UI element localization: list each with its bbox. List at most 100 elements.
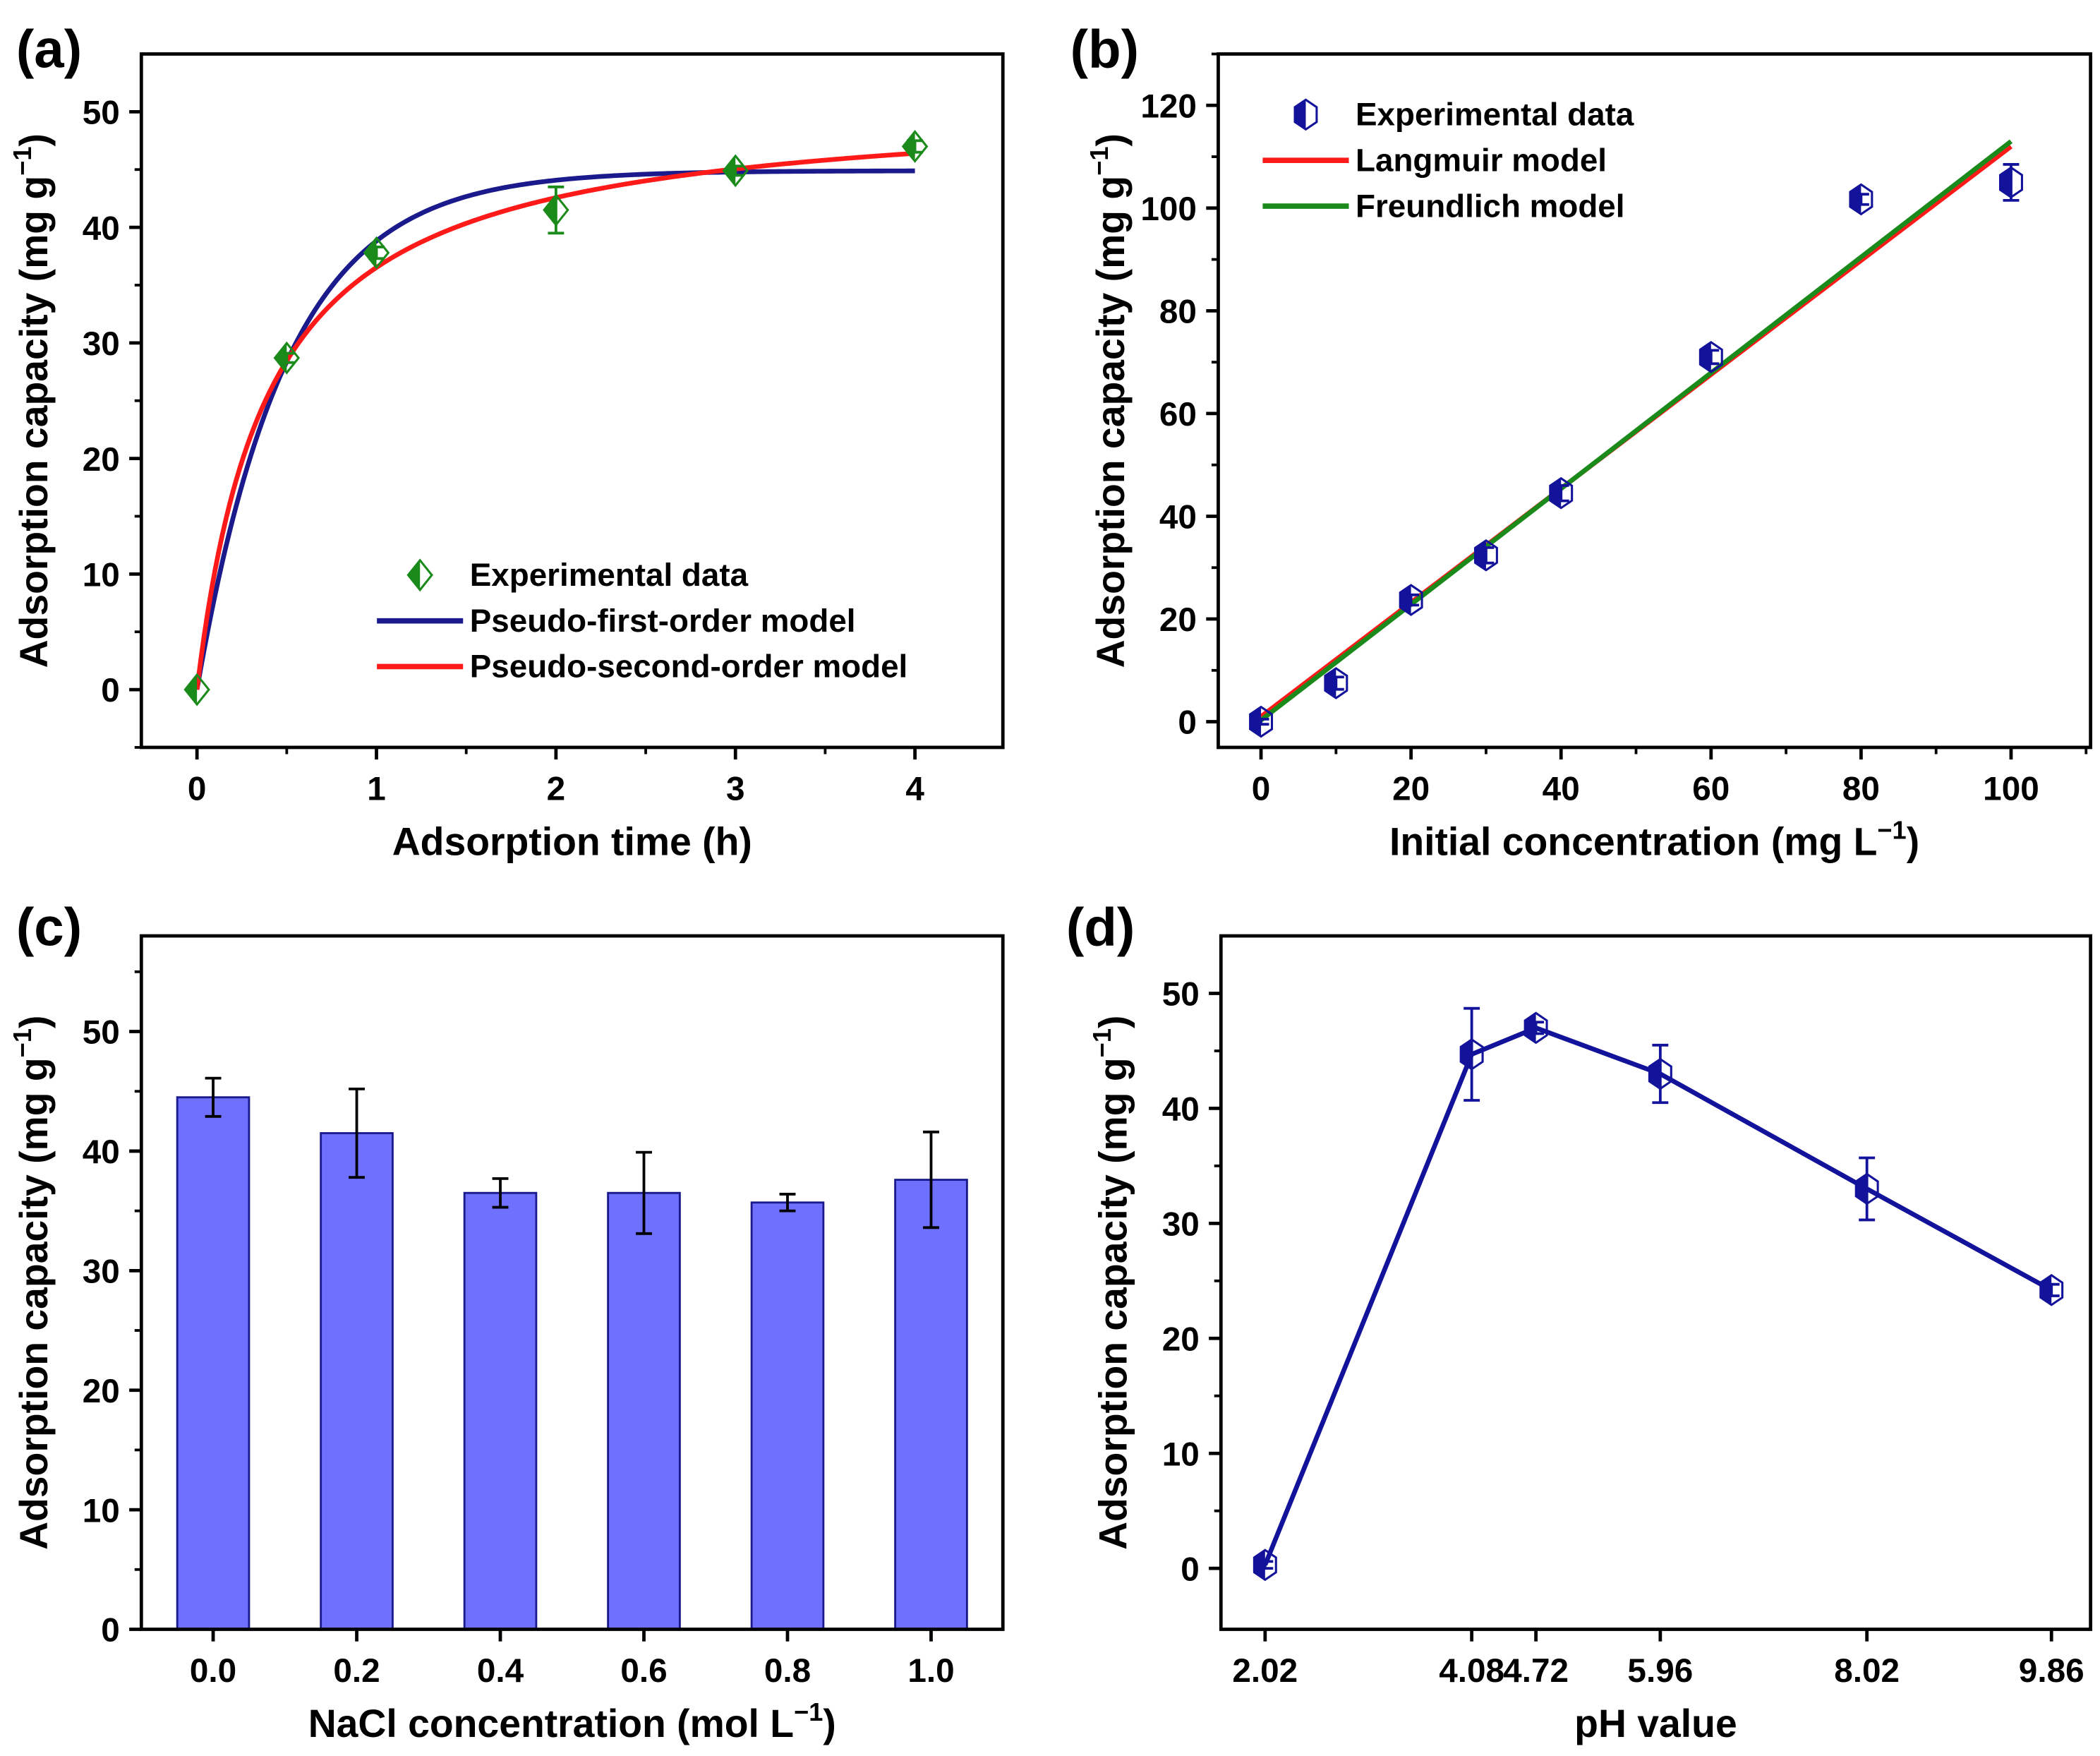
data-point: [1459, 1038, 1484, 1071]
data-point-fill: [1461, 1039, 1472, 1069]
y-tick-label: 50: [83, 1014, 120, 1052]
y-axis-label-end: ): [1089, 133, 1133, 146]
panel-b: (b) 0 20 40 60 80 100 0 20 40 60 80 100 120 Initial co…: [1070, 20, 2093, 864]
model-line: [1260, 139, 2013, 723]
y-axis-label: Adsorption capacity (mg g−1): [1087, 1016, 1135, 1550]
x-tick-label: 9.86: [2019, 1652, 2084, 1690]
panel-label: (b): [1070, 20, 1139, 80]
x-tick-label: 5.96: [1627, 1652, 1693, 1690]
x-tick-label: 1.0: [907, 1652, 954, 1690]
legend-label: Experimental data: [1356, 97, 1634, 133]
x-tick-label: 0: [188, 770, 207, 807]
x-axis-label-end: ): [823, 1702, 835, 1745]
x-tick-label: 0.2: [333, 1652, 380, 1690]
y-tick-label: 0: [1181, 1551, 1200, 1588]
model-curve: [194, 168, 915, 690]
x-tick-label: 40: [1543, 770, 1580, 807]
x-tick-label: 0: [1252, 770, 1271, 807]
data-point: [1399, 584, 1423, 616]
data-point-fill: [544, 195, 556, 225]
data-point: [901, 130, 929, 163]
data-point-fill: [1849, 184, 1861, 215]
x-tick-label: 0.6: [620, 1652, 667, 1690]
y-tick-label: 50: [83, 95, 120, 132]
data-point: [1253, 1548, 1277, 1582]
y-tick-label: 30: [83, 1253, 120, 1290]
data-point-fill: [185, 675, 198, 705]
x-tick-label: 100: [1983, 770, 2039, 807]
x-axis-label-sup: −1: [794, 1697, 823, 1726]
y-tick-label: 20: [1159, 601, 1197, 639]
data-point: [1473, 539, 1498, 572]
series-pseudo-first-order-model: [194, 168, 915, 690]
data-line: [1262, 1025, 2053, 1566]
data-point-fill: [1525, 1013, 1536, 1043]
y-axis-label-main: Adsorption capacity (mg g: [12, 1057, 56, 1550]
data-point: [1849, 183, 1873, 216]
data-point-fill: [723, 155, 736, 186]
bar: [607, 1191, 681, 1630]
x-tick-label: 0.0: [190, 1652, 236, 1690]
plot-frame: [1217, 52, 2093, 750]
legend-label: Langmuir model: [1356, 142, 1607, 178]
y-axis-label-sup: −1: [1087, 1028, 1116, 1057]
data-point-fill: [1649, 1059, 1660, 1089]
y-tick-label: 0: [101, 1612, 120, 1649]
data-point: [1698, 341, 1723, 373]
legend-label: Pseudo-second-order model: [470, 649, 907, 685]
data-point-fill: [1856, 1174, 1867, 1204]
data-point: [1999, 166, 2023, 199]
data-point-fill: [903, 131, 915, 162]
y-tick-label: 20: [1162, 1321, 1200, 1358]
series-freundlich-model: [1260, 139, 2013, 723]
x-axis-label-end: ): [1907, 820, 1919, 864]
legend: Experimental data Pseudo-first-order mode…: [377, 557, 907, 685]
panel-label: (a): [16, 20, 82, 80]
x-axis-label-main: NaCl concentration (mol L: [308, 1702, 794, 1745]
y-tick-label: 30: [1162, 1206, 1200, 1244]
y-tick-label: 10: [1162, 1436, 1200, 1473]
y-tick-label: 20: [83, 1373, 120, 1410]
data-point-fill: [2000, 167, 2011, 198]
data-point: [1249, 705, 1274, 738]
data-point-fill: [1400, 585, 1411, 615]
panel-c: (c) 0.0 0.2 0.4 0.6 0.8 1.0 0 10 20 30 40 50 NaCl con…: [8, 897, 1005, 1745]
legend-label: Pseudo-first-order model: [470, 603, 856, 639]
y-tick-label: 40: [1159, 499, 1197, 536]
y-tick-label: 0: [1178, 704, 1197, 742]
legend: Experimental data Langmuir model Freundlic…: [1262, 97, 1634, 224]
data-point-fill: [1700, 342, 1711, 372]
legend-label: Experimental data: [470, 557, 749, 593]
x-axis-label: NaCl concentration (mol L−1): [308, 1697, 836, 1745]
data-point: [1549, 476, 1574, 510]
panel-label: (c): [16, 897, 82, 957]
legend-marker: [1293, 98, 1318, 131]
data-point: [1648, 1057, 1672, 1090]
x-tick-label: 4: [905, 770, 924, 807]
data-point: [1523, 1011, 1548, 1045]
data-point-fill: [1550, 478, 1562, 508]
y-tick-label: 10: [83, 557, 120, 594]
panel-d: (d) 2.02 4.084.72 5.96 8.02 9.86 0 10 20 30 40 50 pH…: [1066, 897, 2093, 1745]
y-axis-label-sup: −1: [1085, 146, 1114, 175]
plot-frame: [139, 934, 1005, 1631]
y-tick-label: 40: [83, 210, 120, 247]
y-axis-label-main: Adsorption capacity (mg g: [12, 176, 56, 668]
x-tick-label: 80: [1842, 770, 1880, 807]
data-point: [2039, 1274, 2064, 1306]
y-tick-label: 120: [1140, 88, 1197, 125]
bar: [320, 1132, 394, 1630]
y-axis-label: Adsorption capacity (mg g−1): [1085, 133, 1133, 668]
x-tick-label: 1: [367, 770, 386, 807]
x-tick-label: 8.02: [1834, 1652, 1900, 1690]
x-tick-label: 3: [726, 770, 745, 807]
y-tick-label: 100: [1140, 191, 1197, 228]
data-point: [543, 193, 569, 227]
x-tick-label: 0.8: [764, 1652, 811, 1690]
y-tick-label: 10: [83, 1492, 120, 1529]
x-tick-label: 60: [1692, 770, 1730, 807]
y-axis-label-main: Adsorption capacity (mg g: [1089, 176, 1133, 668]
data-point: [1324, 667, 1348, 699]
